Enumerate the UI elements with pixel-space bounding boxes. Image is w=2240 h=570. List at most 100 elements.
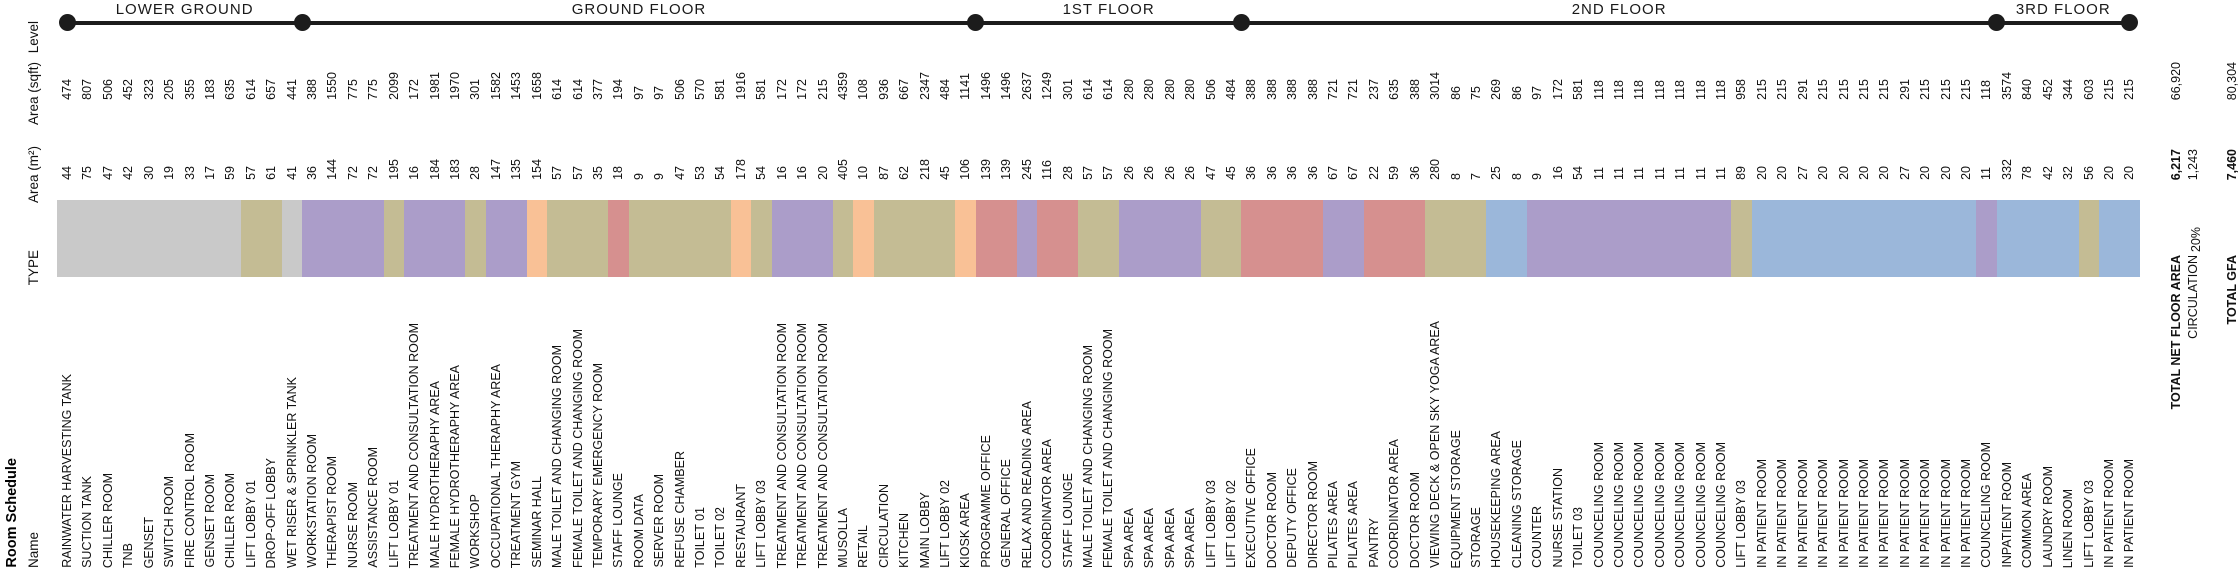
room-name: FEMALE HYDROTHERAPHY AREA [447,364,462,568]
room-area-sqft: 388 [305,79,320,100]
floor-dot [58,14,76,31]
type-cell [730,200,752,277]
type-cell [199,200,221,277]
room-area-m2: 54 [713,166,728,180]
room-area-sqft: 75 [1468,86,1483,100]
room-area-m2: 11 [1591,167,1606,180]
room-area-sqft: 280 [1183,79,1198,100]
room-area-m2: 20 [2102,166,2116,180]
room-name: NURSE ROOM [345,481,360,568]
room-area-sqft: 215 [1775,79,1790,100]
room-area-sqft: 269 [1489,79,1504,100]
room-area-m2: 195 [386,159,401,180]
type-cell [1976,200,1998,277]
room-area-m2: 32 [2061,166,2076,180]
room-name: REFUSE CHAMBER [672,451,687,568]
room-area-m2: 54 [1571,166,1586,180]
room-area-sqft: 205 [162,79,177,100]
floor-label: LOWER GROUND [115,1,254,18]
axis-label-name: Name [26,531,41,568]
room-name: STAFF LOUNGE [1060,473,1075,568]
room-name: RAINWATER HARVESTING TANK [60,374,74,568]
room-area-sqft: 215 [1754,79,1769,100]
room-area-m2: 36 [1244,166,1259,180]
room-area-m2: 42 [2040,166,2055,180]
room-name: PANTRY [1366,518,1381,568]
type-cell [404,200,426,277]
type-cell [383,200,405,277]
type-cell [608,200,630,277]
room-area-m2: 11 [1693,167,1708,180]
axis-label-level: Level [26,20,41,53]
type-cell [1915,200,1937,277]
type-cell [1037,200,1059,277]
room-area-m2: 178 [733,159,748,180]
room-name: GENSET [141,516,156,568]
type-cell [955,200,977,277]
room-area-sqft: 452 [2040,79,2055,100]
type-cell [526,200,548,277]
type-cell [1425,200,1447,277]
room-area-m2: 20 [1816,166,1831,180]
room-area-sqft: 172 [774,79,789,100]
type-cell [1506,200,1528,277]
room-area-m2: 57 [1101,166,1116,180]
room-area-sqft: 614 [550,79,565,100]
room-area-m2: 27 [1897,166,1912,180]
room-area-m2: 57 [1081,166,1095,180]
room-name: THERAPIST ROOM [325,455,340,568]
room-name: TREATMENT AND CONSULTATION ROOM [407,322,422,568]
type-cell [465,200,487,277]
room-area-m2: 106 [958,159,973,180]
type-cell [1282,200,1304,277]
room-area-m2: 20 [1775,166,1790,180]
type-cell [1792,200,1814,277]
room-area-m2: 61 [264,166,279,180]
room-area-sqft: 657 [264,79,279,100]
room-area-sqft: 1658 [529,72,544,100]
room-name: LAUNDRY ROOM [2040,466,2055,568]
room-area-sqft: 183 [202,79,217,100]
room-area-sqft: 635 [1387,79,1402,100]
room-area-sqft: 2637 [1019,72,1034,100]
type-cell [812,200,834,277]
circulation-share: 20% [2189,226,2203,252]
room-name: LIFT LOBBY 02 [1223,480,1238,568]
room-name: IN PATIENT ROOM [1754,458,1769,568]
room-area-sqft: 86 [1509,86,1524,100]
room-name: DOCTOR ROOM [1407,471,1422,568]
room-area-m2: 78 [2020,166,2035,180]
room-area-m2: 28 [468,166,483,180]
room-area-m2: 57 [570,166,585,180]
room-area-m2: 26 [1183,166,1198,180]
room-name: EQUIPMENT STORAGE [1448,429,1463,568]
room-area-sqft: 215 [815,79,830,100]
room-area-sqft: 118 [1632,80,1647,100]
room-area-sqft: 215 [2122,79,2137,100]
room-name: MUSOLLA [835,508,850,568]
room-area-m2: 59 [223,166,238,180]
page-title: Room Schedule [4,458,20,568]
type-cell [1935,200,1957,277]
room-area-sqft: 958 [1734,79,1749,100]
room-area-sqft: 215 [1938,79,1953,100]
room-area-sqft: 291 [1795,79,1810,100]
room-area-sqft: 215 [2102,79,2116,100]
type-cell [118,200,140,277]
type-cell [2037,200,2059,277]
type-cell [1445,200,1467,277]
type-cell [669,200,691,277]
room-area-sqft: 172 [407,79,422,100]
floor-label: 2ND FLOOR [1571,1,1667,18]
room-name: MALE TOILET AND CHANGING ROOM [1081,345,1095,568]
type-cell [444,200,466,277]
room-name: LIFT LOBBY 01 [386,480,401,568]
room-area-m2: 45 [1223,166,1238,180]
type-cell [1527,200,1549,277]
type-cell [710,200,732,277]
type-cell [1772,200,1794,277]
room-area-sqft: 614 [1101,79,1116,100]
room-name: COUNCELING ROOM [1611,442,1626,568]
room-area-m2: 57 [243,166,258,180]
room-area-sqft: 614 [1081,79,1095,100]
